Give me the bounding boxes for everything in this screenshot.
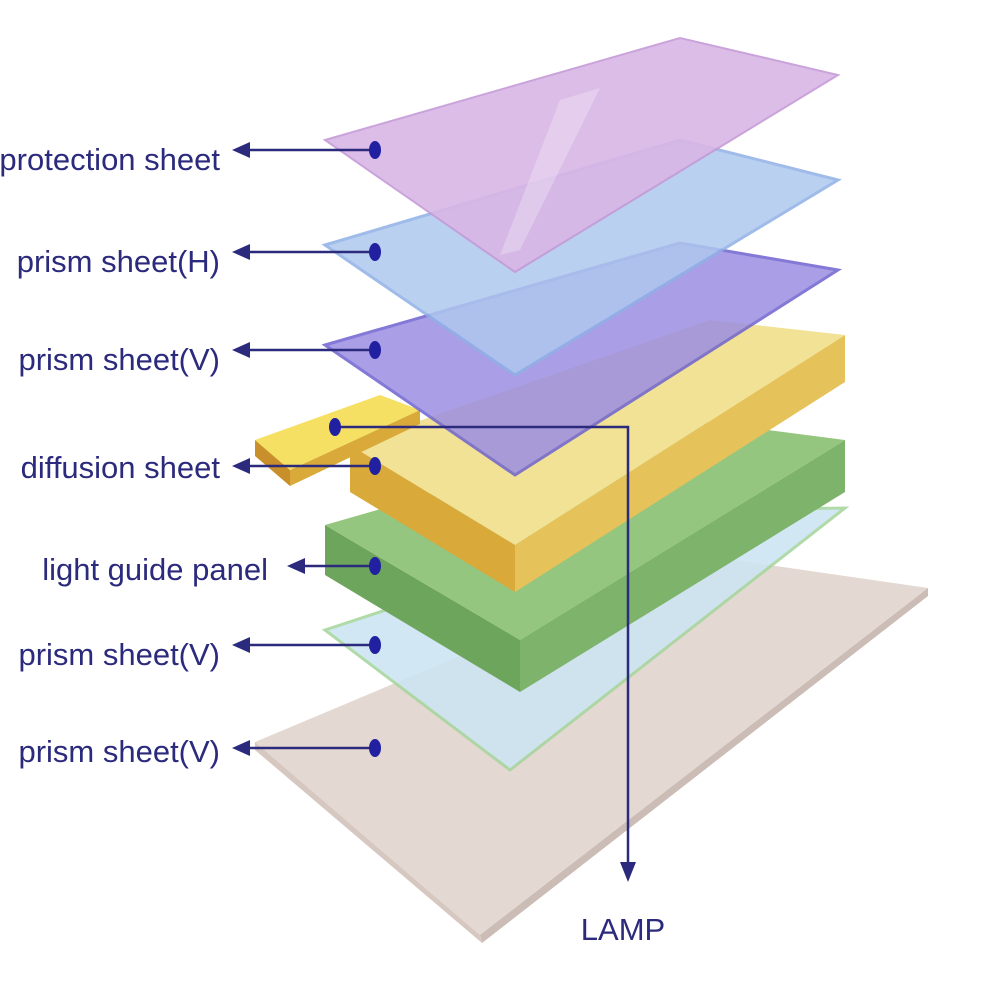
label-lamp: LAMP xyxy=(581,912,665,947)
label-prism-sheet-h: prism sheet(H) xyxy=(17,244,220,279)
protection-sheet xyxy=(322,36,841,274)
leader-lines xyxy=(232,141,636,882)
label-prism-sheet-v-3: prism sheet(V) xyxy=(18,734,220,769)
label-light-guide-panel: light guide panel xyxy=(42,552,268,587)
label-prism-sheet-v-1: prism sheet(V) xyxy=(18,342,220,377)
diffusion-sheet xyxy=(350,320,845,592)
label-protection-sheet: protection sheet xyxy=(0,142,220,177)
label-diffusion-sheet: diffusion sheet xyxy=(21,450,221,485)
label-prism-sheet-v-2: prism sheet(V) xyxy=(18,637,220,672)
base-sheet xyxy=(255,555,928,943)
